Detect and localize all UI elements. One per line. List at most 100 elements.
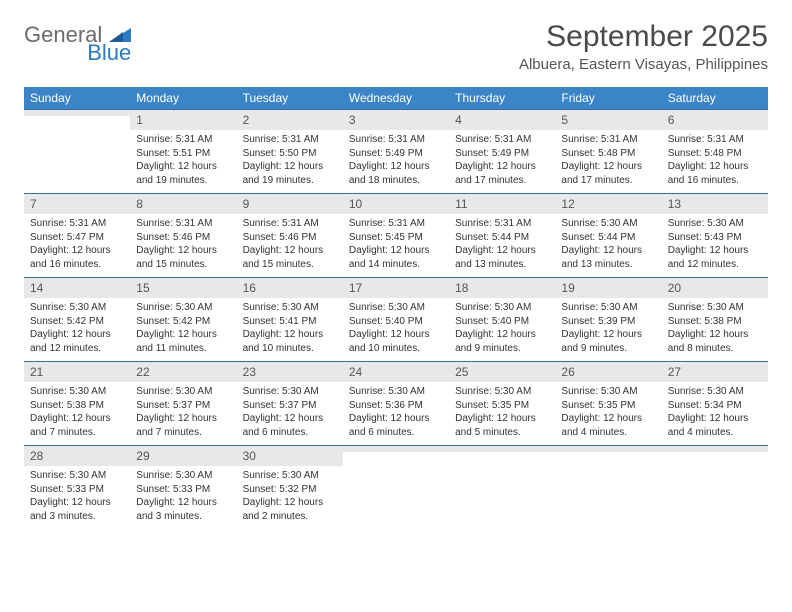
day-name-row: Sunday Monday Tuesday Wednesday Thursday… <box>24 87 768 110</box>
day-line: and 8 minutes. <box>668 342 762 356</box>
day-line: Daylight: 12 hours <box>243 412 337 426</box>
calendar-cell: 21Sunrise: 5:30 AMSunset: 5:38 PMDayligh… <box>24 362 130 446</box>
day-line: and 13 minutes. <box>561 258 655 272</box>
calendar-cell <box>24 110 130 194</box>
day-line: Sunset: 5:42 PM <box>136 315 230 329</box>
day-line: and 16 minutes. <box>668 174 762 188</box>
day-line: Daylight: 12 hours <box>30 328 124 342</box>
day-name: Saturday <box>662 87 768 110</box>
day-line: Sunset: 5:39 PM <box>561 315 655 329</box>
day-line: and 12 minutes. <box>30 342 124 356</box>
day-line: and 3 minutes. <box>136 510 230 524</box>
day-line: Sunrise: 5:30 AM <box>668 385 762 399</box>
calendar-cell <box>343 446 449 530</box>
day-line: and 18 minutes. <box>349 174 443 188</box>
day-line: Sunset: 5:47 PM <box>30 231 124 245</box>
day-number: 16 <box>237 278 343 298</box>
day-body: Sunrise: 5:30 AMSunset: 5:38 PMDaylight:… <box>662 298 768 361</box>
day-line: and 17 minutes. <box>455 174 549 188</box>
day-number: 10 <box>343 194 449 214</box>
day-line: Daylight: 12 hours <box>349 160 443 174</box>
day-line: Sunrise: 5:30 AM <box>561 301 655 315</box>
day-line: Sunset: 5:51 PM <box>136 147 230 161</box>
calendar-week: 28Sunrise: 5:30 AMSunset: 5:33 PMDayligh… <box>24 446 768 530</box>
title-block: September 2025 Albuera, Eastern Visayas,… <box>519 20 768 81</box>
day-number: 25 <box>449 362 555 382</box>
day-line: Sunrise: 5:30 AM <box>243 385 337 399</box>
day-line: and 17 minutes. <box>561 174 655 188</box>
day-number: 26 <box>555 362 661 382</box>
day-line: and 19 minutes. <box>136 174 230 188</box>
day-number: 15 <box>130 278 236 298</box>
day-line: Sunset: 5:45 PM <box>349 231 443 245</box>
day-line: Sunrise: 5:31 AM <box>349 133 443 147</box>
day-line: Sunrise: 5:30 AM <box>349 385 443 399</box>
day-line: Sunrise: 5:30 AM <box>668 301 762 315</box>
day-line: Sunrise: 5:31 AM <box>668 133 762 147</box>
day-line: Sunrise: 5:31 AM <box>349 217 443 231</box>
day-body: Sunrise: 5:31 AMSunset: 5:49 PMDaylight:… <box>343 130 449 193</box>
calendar-cell: 4Sunrise: 5:31 AMSunset: 5:49 PMDaylight… <box>449 110 555 194</box>
day-line: Sunset: 5:41 PM <box>243 315 337 329</box>
day-line: Sunrise: 5:30 AM <box>136 301 230 315</box>
day-number: 13 <box>662 194 768 214</box>
day-line: Sunrise: 5:30 AM <box>136 469 230 483</box>
day-line: Sunrise: 5:30 AM <box>455 301 549 315</box>
day-line: Daylight: 12 hours <box>136 328 230 342</box>
day-body: Sunrise: 5:30 AMSunset: 5:33 PMDaylight:… <box>130 466 236 529</box>
day-body: Sunrise: 5:31 AMSunset: 5:49 PMDaylight:… <box>449 130 555 193</box>
day-line: Sunrise: 5:30 AM <box>136 385 230 399</box>
day-number: 23 <box>237 362 343 382</box>
day-line: Daylight: 12 hours <box>349 244 443 258</box>
day-line: Sunset: 5:33 PM <box>136 483 230 497</box>
day-line: Daylight: 12 hours <box>561 160 655 174</box>
day-line: Sunrise: 5:30 AM <box>243 469 337 483</box>
day-body: Sunrise: 5:30 AMSunset: 5:37 PMDaylight:… <box>237 382 343 445</box>
day-name: Wednesday <box>343 87 449 110</box>
calendar-cell: 17Sunrise: 5:30 AMSunset: 5:40 PMDayligh… <box>343 278 449 362</box>
day-line: Sunrise: 5:31 AM <box>136 217 230 231</box>
calendar-cell <box>449 446 555 530</box>
day-line: Daylight: 12 hours <box>561 244 655 258</box>
day-line: Daylight: 12 hours <box>243 496 337 510</box>
calendar-cell: 5Sunrise: 5:31 AMSunset: 5:48 PMDaylight… <box>555 110 661 194</box>
day-number: 11 <box>449 194 555 214</box>
day-line: Daylight: 12 hours <box>243 328 337 342</box>
day-line: Sunrise: 5:31 AM <box>136 133 230 147</box>
day-line: Daylight: 12 hours <box>136 496 230 510</box>
calendar-cell: 8Sunrise: 5:31 AMSunset: 5:46 PMDaylight… <box>130 194 236 278</box>
day-line: Daylight: 12 hours <box>668 244 762 258</box>
page-header: General Blue September 2025 Albuera, Eas… <box>24 20 768 81</box>
day-line: Sunset: 5:48 PM <box>668 147 762 161</box>
calendar-cell: 18Sunrise: 5:30 AMSunset: 5:40 PMDayligh… <box>449 278 555 362</box>
day-body: Sunrise: 5:30 AMSunset: 5:41 PMDaylight:… <box>237 298 343 361</box>
day-number: 22 <box>130 362 236 382</box>
calendar-cell <box>555 446 661 530</box>
day-line: Daylight: 12 hours <box>561 412 655 426</box>
calendar-cell: 26Sunrise: 5:30 AMSunset: 5:35 PMDayligh… <box>555 362 661 446</box>
day-number: 1 <box>130 110 236 130</box>
day-body: Sunrise: 5:31 AMSunset: 5:44 PMDaylight:… <box>449 214 555 277</box>
day-line: Sunset: 5:37 PM <box>243 399 337 413</box>
day-line: and 11 minutes. <box>136 342 230 356</box>
day-line: Sunset: 5:37 PM <box>136 399 230 413</box>
day-number: 24 <box>343 362 449 382</box>
calendar-cell: 13Sunrise: 5:30 AMSunset: 5:43 PMDayligh… <box>662 194 768 278</box>
day-body: Sunrise: 5:30 AMSunset: 5:44 PMDaylight:… <box>555 214 661 277</box>
calendar-table: Sunday Monday Tuesday Wednesday Thursday… <box>24 87 768 529</box>
brand-word-2: Blue <box>87 40 131 65</box>
calendar-week: 7Sunrise: 5:31 AMSunset: 5:47 PMDaylight… <box>24 194 768 278</box>
calendar-page: General Blue September 2025 Albuera, Eas… <box>0 0 792 549</box>
day-name: Friday <box>555 87 661 110</box>
day-body: Sunrise: 5:30 AMSunset: 5:42 PMDaylight:… <box>24 298 130 361</box>
day-line: Sunset: 5:35 PM <box>561 399 655 413</box>
day-line: Daylight: 12 hours <box>668 328 762 342</box>
calendar-cell: 29Sunrise: 5:30 AMSunset: 5:33 PMDayligh… <box>130 446 236 530</box>
day-line: Sunset: 5:48 PM <box>561 147 655 161</box>
calendar-cell: 6Sunrise: 5:31 AMSunset: 5:48 PMDaylight… <box>662 110 768 194</box>
day-number: 4 <box>449 110 555 130</box>
day-line: Daylight: 12 hours <box>30 244 124 258</box>
day-body: Sunrise: 5:31 AMSunset: 5:51 PMDaylight:… <box>130 130 236 193</box>
day-number: 18 <box>449 278 555 298</box>
day-line: Sunrise: 5:30 AM <box>30 385 124 399</box>
